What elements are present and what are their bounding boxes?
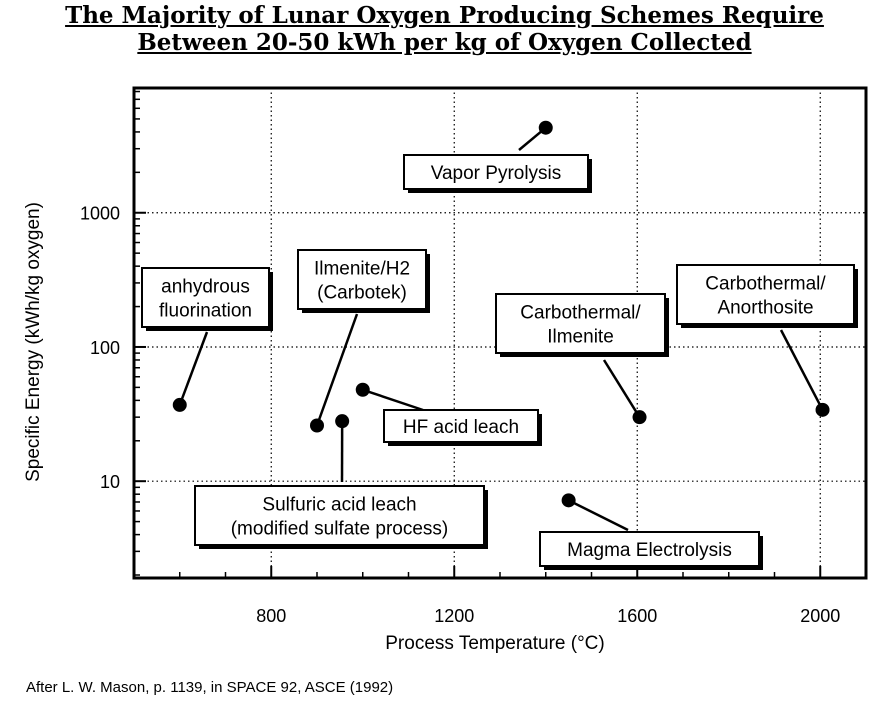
point-label: Carbothermal/ bbox=[705, 274, 826, 295]
leader-line bbox=[568, 499, 629, 532]
point-label: Anorthosite bbox=[717, 298, 813, 319]
plot-frame bbox=[132, 86, 868, 580]
point-label: anhydrous bbox=[161, 277, 250, 298]
tick-labels: 800 1200 1600 2000 10 100 1000 bbox=[80, 204, 840, 626]
point-label: (Carbotek) bbox=[317, 283, 407, 304]
label-box bbox=[297, 249, 427, 310]
leader-line bbox=[178, 331, 209, 406]
point-label: Sulfuric acid leach bbox=[262, 495, 416, 516]
label-box bbox=[383, 409, 539, 443]
point-label: Magma Electrolysis bbox=[567, 540, 732, 561]
leader-line bbox=[315, 313, 359, 426]
data-point bbox=[561, 493, 576, 508]
label-box bbox=[676, 264, 855, 325]
leader-line bbox=[779, 329, 824, 411]
chart-title-line-1: The Majority of Lunar Oxygen Producing S… bbox=[65, 2, 824, 29]
data-point bbox=[335, 414, 350, 429]
source-caption: After L. W. Mason, p. 1139, in SPACE 92,… bbox=[26, 679, 394, 696]
x-tick-label: 1600 bbox=[617, 606, 657, 626]
data-point bbox=[538, 120, 553, 135]
data-point bbox=[632, 410, 647, 425]
leader-line bbox=[602, 359, 641, 418]
data-point bbox=[172, 397, 187, 412]
data-points bbox=[172, 120, 830, 508]
point-label: Carbothermal/ bbox=[520, 303, 641, 324]
leader-lines bbox=[178, 126, 824, 532]
x-tick-label: 1200 bbox=[434, 606, 474, 626]
data-point bbox=[815, 402, 830, 417]
chart-title-line-2: Between 20-50 kWh per kg of Oxygen Colle… bbox=[137, 29, 752, 56]
point-label: (modified sulfate process) bbox=[231, 519, 449, 540]
label-box bbox=[194, 485, 485, 546]
label-box bbox=[539, 531, 760, 567]
leader-line bbox=[362, 388, 424, 412]
y-axis-label: Specific Energy (kWh/kg oxygen) bbox=[23, 202, 44, 482]
x-tick-label: 2000 bbox=[800, 606, 840, 626]
point-label: fluorination bbox=[159, 301, 252, 322]
y-tick-label: 10 bbox=[100, 472, 120, 492]
chart-title: The Majority of Lunar Oxygen Producing S… bbox=[0, 2, 889, 56]
point-label: HF acid leach bbox=[403, 417, 519, 438]
point-label: Ilmenite bbox=[547, 327, 614, 348]
x-tick-label: 800 bbox=[256, 606, 286, 626]
label-box bbox=[141, 267, 270, 328]
x-axis-label: Process Temperature (°C) bbox=[385, 633, 604, 654]
y-tick-label: 100 bbox=[90, 338, 120, 358]
y-tick-label: 1000 bbox=[80, 204, 120, 224]
data-point bbox=[310, 418, 324, 433]
label-box bbox=[403, 154, 589, 190]
point-annotations: anhydrous fluorination Ilmenite/H2 (Carbote… bbox=[141, 154, 858, 570]
data-point bbox=[355, 382, 370, 397]
point-label: Vapor Pyrolysis bbox=[431, 163, 562, 184]
point-label: Ilmenite/H2 bbox=[314, 259, 410, 280]
label-box bbox=[495, 293, 666, 354]
